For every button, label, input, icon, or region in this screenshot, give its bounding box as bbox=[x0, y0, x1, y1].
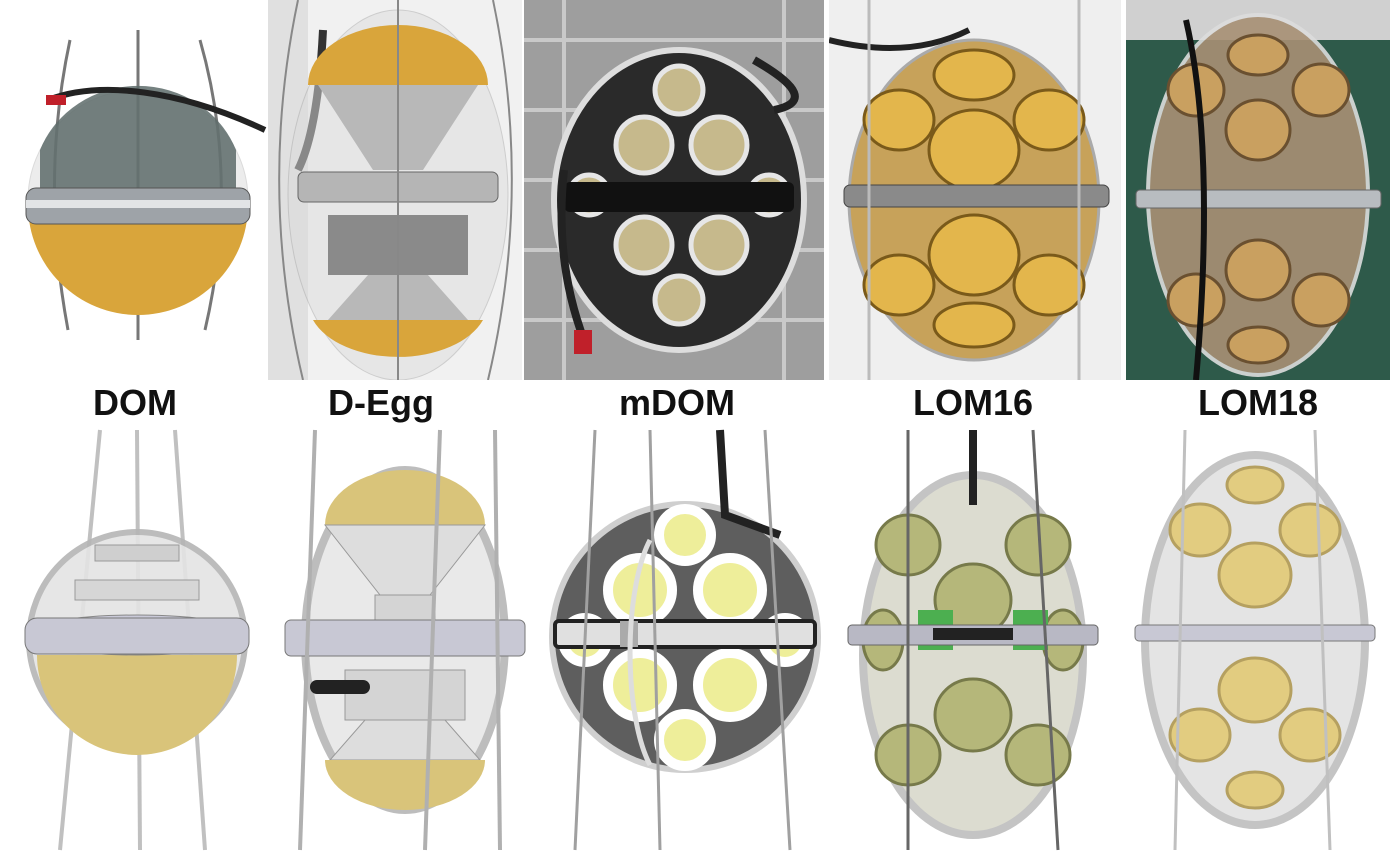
degg-photo bbox=[268, 0, 522, 380]
lom18-render bbox=[1120, 425, 1393, 855]
dom-render bbox=[0, 425, 270, 855]
lom16-render bbox=[838, 425, 1108, 855]
mdom-render bbox=[545, 425, 835, 855]
label-dom: DOM bbox=[93, 382, 177, 423]
lom16-photo bbox=[829, 0, 1121, 380]
label-lom16: LOM16 bbox=[912, 382, 1034, 423]
label-degg: D-Egg bbox=[328, 382, 434, 423]
label-lom18: LOM18 bbox=[1197, 382, 1319, 423]
mdom-photo bbox=[524, 0, 824, 380]
lom18-photo bbox=[1126, 0, 1390, 380]
label-mdom: mDOM bbox=[619, 382, 735, 423]
dom-photo bbox=[0, 0, 268, 380]
degg-render bbox=[270, 425, 530, 855]
